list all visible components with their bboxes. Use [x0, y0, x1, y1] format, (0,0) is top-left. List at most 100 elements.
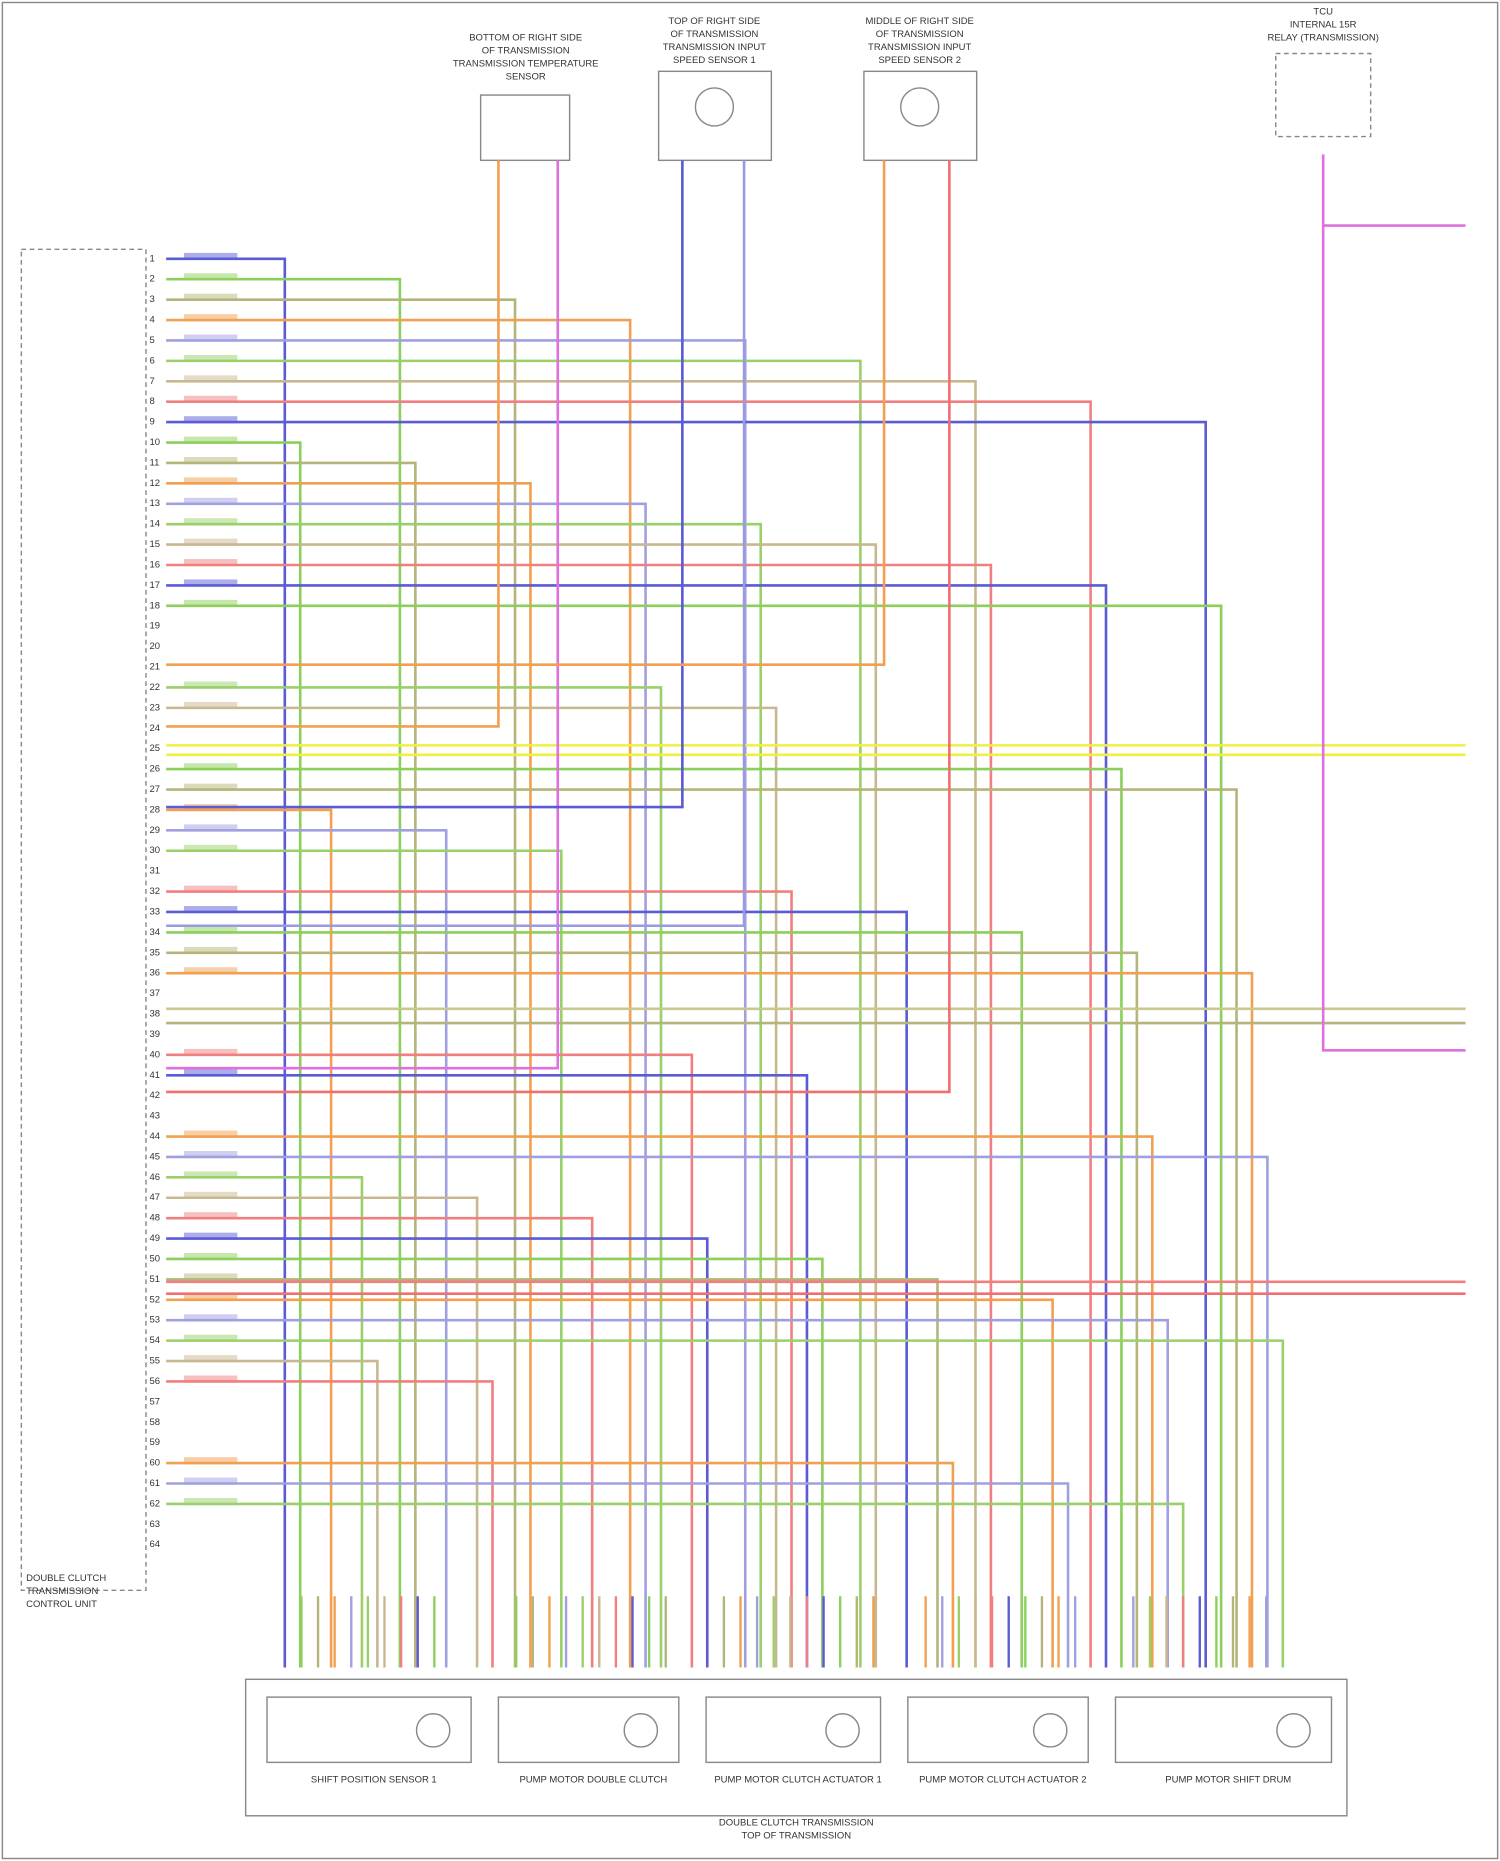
wire [166, 1461, 955, 1668]
wire-label [183, 497, 238, 505]
pin-number: 33 [150, 906, 161, 917]
pin-number: 24 [150, 723, 161, 734]
pin-number: 39 [150, 1029, 161, 1040]
wire [166, 257, 287, 1668]
wire [166, 160, 500, 728]
sensor-label: MIDDLE OF RIGHT SIDE [866, 16, 974, 27]
wire [166, 461, 417, 1668]
wire-label [183, 273, 238, 281]
relay-box [1275, 52, 1372, 138]
pin-number: 17 [150, 580, 161, 591]
wire-label [183, 1477, 238, 1485]
pin-number: 61 [150, 1478, 161, 1489]
sensor-label: OF TRANSMISSION [670, 29, 758, 40]
pin-number: 44 [150, 1131, 161, 1142]
sensor-label: TRANSMISSION INPUT [868, 42, 971, 53]
wire-label [183, 1232, 238, 1240]
sensor-label: SENSOR [506, 72, 546, 83]
wire [166, 931, 1024, 1668]
sensor-label: TOP OF RIGHT SIDE [669, 16, 761, 27]
pin-number: 49 [150, 1233, 161, 1244]
wire [166, 522, 762, 1668]
wire-label [183, 1497, 238, 1506]
sensor-label: TRANSMISSION INPUT [663, 42, 766, 53]
pin-number: 29 [150, 825, 161, 836]
wire [166, 1359, 379, 1668]
wire-label [183, 395, 238, 403]
pin-number: 63 [150, 1519, 161, 1530]
pin-number: 16 [150, 559, 161, 570]
wire-label [183, 538, 238, 546]
tcu-label: TRANSMISSION [26, 1586, 98, 1597]
pin-number: 30 [150, 845, 161, 856]
pin-number: 27 [150, 784, 161, 795]
wire [166, 400, 1092, 1668]
wire-label [183, 457, 238, 465]
pin-number: 37 [150, 988, 161, 999]
wire [166, 1278, 939, 1668]
pin-number: 14 [150, 519, 161, 530]
sensor-label: BOTTOM OF RIGHT SIDE [469, 33, 582, 44]
module-label: PUMP MOTOR DOUBLE CLUTCH [519, 1775, 667, 1786]
wire [166, 1237, 709, 1668]
pin-number: 40 [150, 1049, 161, 1060]
pin-number: 50 [150, 1253, 161, 1264]
wire [166, 502, 647, 1668]
wire-label [183, 354, 238, 363]
pin-number: 12 [150, 478, 161, 489]
sensor-label: INTERNAL 15R [1290, 20, 1357, 31]
pin-number: 1 [150, 253, 155, 264]
wire [166, 160, 746, 928]
wire [166, 318, 632, 1668]
wire-label [183, 783, 238, 791]
wire-label [183, 967, 238, 975]
wire-label [183, 844, 238, 852]
wire [166, 298, 517, 1668]
module-icon [1032, 1713, 1068, 1748]
sensor-label: OF TRANSMISSION [482, 46, 570, 57]
wire-label [183, 1191, 238, 1199]
module-label: PUMP MOTOR SHIFT DRUM [1165, 1775, 1291, 1786]
wire-label [183, 1355, 238, 1363]
wire [166, 1482, 1070, 1668]
pin-number: 35 [150, 947, 161, 958]
wire [166, 1073, 809, 1668]
pin-number: 9 [150, 417, 155, 428]
wire [166, 1196, 479, 1668]
pin-number: 6 [150, 355, 155, 366]
sensor-box [863, 70, 978, 162]
pin-number: 59 [150, 1437, 161, 1448]
pin-number: 53 [150, 1315, 161, 1326]
pin-number: 8 [150, 396, 155, 407]
wire-label [183, 477, 238, 485]
pin-number: 62 [150, 1498, 161, 1509]
sensor-label: SPEED SENSOR 1 [673, 55, 756, 66]
sensor-box [479, 94, 571, 162]
wire-label [183, 416, 238, 424]
pin-number: 36 [150, 968, 161, 979]
wire [1321, 154, 1466, 1052]
pin-number: 56 [150, 1376, 161, 1387]
pin-number: 54 [150, 1335, 161, 1346]
wire [166, 1155, 1269, 1668]
pin-number: 58 [150, 1417, 161, 1428]
wire [166, 420, 1208, 1668]
pin-number: 48 [150, 1213, 161, 1224]
wire-label [183, 1171, 238, 1179]
module-box [907, 1696, 1089, 1764]
tcu-box [20, 248, 147, 1592]
wire-label [183, 334, 238, 342]
module-icon [415, 1713, 451, 1748]
module-box [1114, 1696, 1333, 1764]
wire [166, 767, 1123, 1668]
pin-number: 45 [150, 1151, 161, 1162]
wire [166, 160, 684, 809]
wire [166, 277, 402, 1668]
wire [166, 379, 977, 1668]
pin-number: 13 [150, 498, 161, 509]
pin-number: 25 [150, 743, 161, 754]
pin-number: 46 [150, 1172, 161, 1183]
wire [166, 1339, 1285, 1668]
